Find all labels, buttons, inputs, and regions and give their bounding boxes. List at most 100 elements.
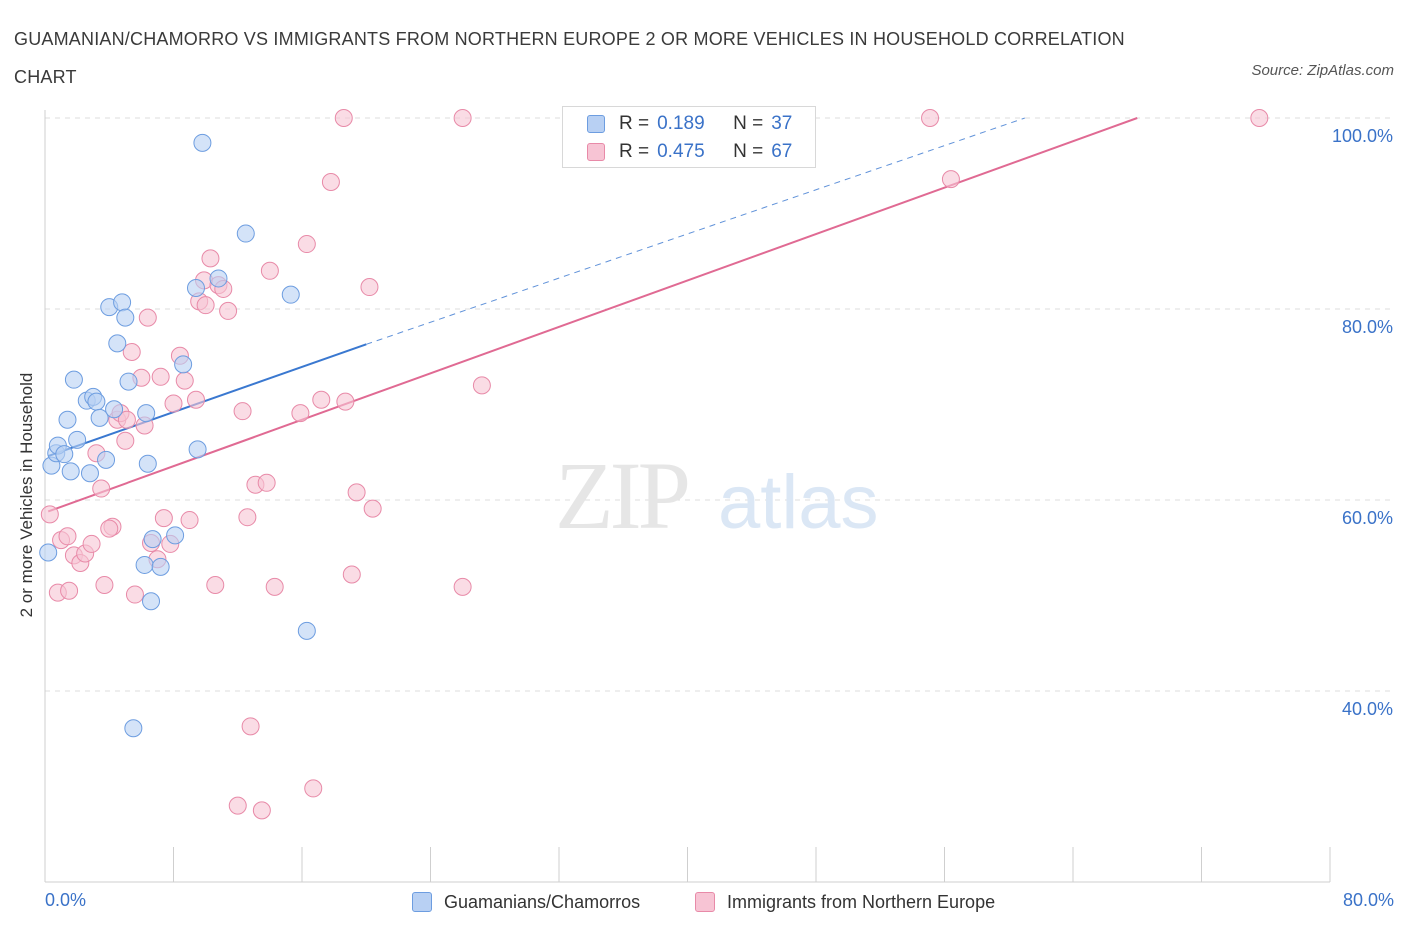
point-guamanians [90, 408, 109, 427]
point-guamanians [174, 355, 193, 374]
point-guamanians [186, 278, 205, 297]
point-guamanians [116, 308, 135, 327]
point-northern-europe [164, 394, 183, 413]
point-northern-europe [312, 390, 331, 409]
point-guamanians [124, 719, 143, 738]
point-northern-europe [219, 301, 238, 320]
y-tick-label: 60.0% [1342, 508, 1393, 528]
point-guamanians [64, 370, 83, 389]
point-northern-europe [151, 367, 170, 386]
stats-row-guamanians: R = 0.189 N = 37 [587, 112, 792, 136]
point-guamanians [135, 555, 154, 574]
pink-swatch [587, 143, 605, 161]
point-guamanians [119, 372, 138, 391]
point-northern-europe [257, 473, 276, 492]
point-northern-europe [228, 796, 247, 815]
point-guamanians [193, 133, 212, 152]
point-guamanians [236, 224, 255, 243]
point-guamanians [281, 285, 300, 304]
point-guamanians [138, 454, 157, 473]
r-value: 0.189 [657, 113, 705, 134]
point-northern-europe [58, 527, 77, 546]
y-tick-labels: 40.0% 60.0% 80.0% 100.0% [1332, 126, 1393, 719]
n-label: N = [733, 141, 764, 162]
point-northern-europe [941, 170, 960, 189]
point-northern-europe [82, 534, 101, 553]
point-northern-europe [1250, 109, 1269, 127]
point-northern-europe [117, 410, 136, 429]
point-northern-europe [360, 278, 379, 297]
point-northern-europe [336, 392, 355, 411]
n-label: N = [733, 113, 764, 134]
pink-swatch [695, 892, 715, 912]
blue-swatch [587, 115, 605, 133]
series-legend: Guamanians/Chamorros Immigrants from Nor… [0, 888, 1406, 916]
stats-row-northern-europe: R = 0.475 N = 67 [587, 140, 792, 164]
axes [44, 110, 1331, 883]
point-guamanians [142, 592, 161, 611]
point-northern-europe [60, 581, 79, 600]
point-northern-europe [304, 779, 323, 798]
point-guamanians [68, 430, 87, 449]
point-guamanians [108, 334, 127, 353]
point-northern-europe [265, 577, 284, 596]
point-guamanians [97, 450, 116, 469]
point-northern-europe [100, 519, 119, 538]
x-tick-label-max: 80.0% [1342, 890, 1394, 910]
x-tick-label-min: 0.0% [45, 890, 87, 910]
n-value: 37 [771, 113, 793, 134]
point-northern-europe [180, 511, 199, 530]
point-northern-europe [116, 431, 135, 450]
point-northern-europe [175, 371, 194, 390]
point-guamanians [58, 410, 77, 429]
point-northern-europe [138, 308, 157, 327]
point-northern-europe [363, 499, 382, 518]
point-guamanians [55, 445, 74, 464]
legend-item-northern-europe[interactable]: Immigrants from Northern Europe [695, 888, 995, 916]
legend-item-guamanians[interactable]: Guamanians/Chamorros [412, 888, 640, 916]
point-guamanians [105, 400, 124, 419]
point-guamanians [39, 543, 58, 562]
point-guamanians [143, 530, 162, 549]
y-tick-label: 80.0% [1342, 317, 1393, 337]
point-northern-europe [238, 508, 257, 527]
watermark: ZIP atlas [555, 442, 879, 549]
point-guamanians [297, 621, 316, 640]
point-northern-europe [921, 109, 940, 127]
point-northern-europe [125, 585, 144, 604]
point-northern-europe [154, 509, 173, 528]
chart-title: GUAMANIAN/CHAMORRO VS IMMIGRANTS FROM NO… [14, 29, 1125, 87]
point-northern-europe [342, 565, 361, 584]
point-guamanians [61, 462, 80, 481]
blue-swatch [412, 892, 432, 912]
point-guamanians [151, 557, 170, 576]
point-northern-europe [196, 296, 215, 315]
point-guamanians [113, 293, 132, 312]
legend-label: Guamanians/Chamorros [444, 891, 641, 912]
data-points [39, 109, 1269, 820]
point-guamanians [209, 269, 228, 288]
point-guamanians [137, 404, 156, 423]
point-northern-europe [347, 483, 366, 502]
watermark-atlas: atlas [718, 460, 879, 545]
point-northern-europe [186, 390, 205, 409]
point-northern-europe [297, 235, 316, 254]
point-northern-europe [291, 404, 310, 423]
point-northern-europe [122, 342, 141, 361]
point-northern-europe [241, 717, 260, 736]
watermark-zip: ZIP [555, 442, 688, 549]
r-label: R = [619, 113, 650, 134]
point-northern-europe [321, 172, 340, 191]
point-northern-europe [40, 505, 59, 524]
point-guamanians [188, 440, 207, 459]
legend-label: Immigrants from Northern Europe [727, 891, 996, 912]
trend-line-guamanians [47, 343, 367, 458]
y-tick-label: 40.0% [1342, 699, 1393, 719]
point-northern-europe [260, 261, 279, 280]
point-guamanians [87, 392, 106, 411]
point-northern-europe [252, 801, 271, 820]
source-label: Source: ZipAtlas.com [1251, 62, 1394, 79]
point-northern-europe [453, 577, 472, 596]
stats-legend: R = 0.189 N = 37 R = 0.475 N = 67 [562, 106, 816, 168]
